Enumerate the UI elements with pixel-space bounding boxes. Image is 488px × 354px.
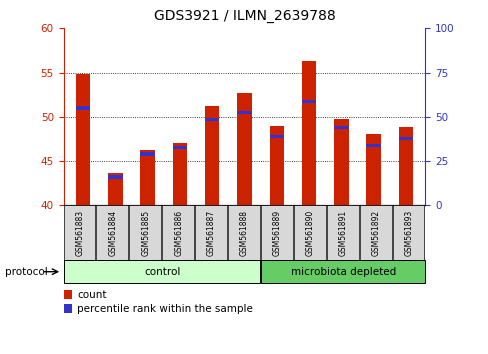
Bar (366, 133, 380, 205)
Bar (140, 150, 155, 205)
Text: control: control (144, 267, 180, 277)
Text: GSM561883: GSM561883 (75, 210, 84, 256)
Bar (366, 144, 380, 147)
Bar (301, 61, 316, 205)
Text: GSM561886: GSM561886 (174, 210, 183, 256)
Text: GSM561889: GSM561889 (272, 210, 281, 256)
Text: protocol: protocol (5, 267, 47, 277)
Text: percentile rank within the sample: percentile rank within the sample (77, 304, 252, 314)
Bar (204, 106, 219, 205)
Text: GSM561890: GSM561890 (305, 210, 314, 256)
Bar (301, 100, 316, 103)
Text: count: count (77, 290, 106, 300)
Bar (269, 126, 284, 205)
Bar (237, 111, 251, 114)
Text: GSM561893: GSM561893 (404, 210, 413, 256)
Bar (398, 137, 412, 141)
Text: GDS3921 / ILMN_2639788: GDS3921 / ILMN_2639788 (153, 9, 335, 23)
Text: GSM561888: GSM561888 (240, 210, 248, 256)
Text: GSM561885: GSM561885 (141, 210, 150, 256)
Text: GSM561891: GSM561891 (338, 210, 347, 256)
Bar (333, 120, 348, 205)
Bar (269, 135, 284, 138)
Bar (108, 176, 122, 178)
Bar (237, 93, 251, 205)
Text: GSM561884: GSM561884 (108, 210, 117, 256)
Bar (172, 143, 187, 205)
Bar (76, 74, 90, 205)
Bar (140, 153, 155, 155)
Text: GSM561892: GSM561892 (371, 210, 380, 256)
Bar (76, 107, 90, 109)
Bar (204, 118, 219, 121)
Bar (172, 146, 187, 149)
Text: GSM561887: GSM561887 (207, 210, 216, 256)
Bar (333, 126, 348, 129)
Bar (108, 172, 122, 205)
Text: microbiota depleted: microbiota depleted (290, 267, 395, 277)
Bar (398, 127, 412, 205)
